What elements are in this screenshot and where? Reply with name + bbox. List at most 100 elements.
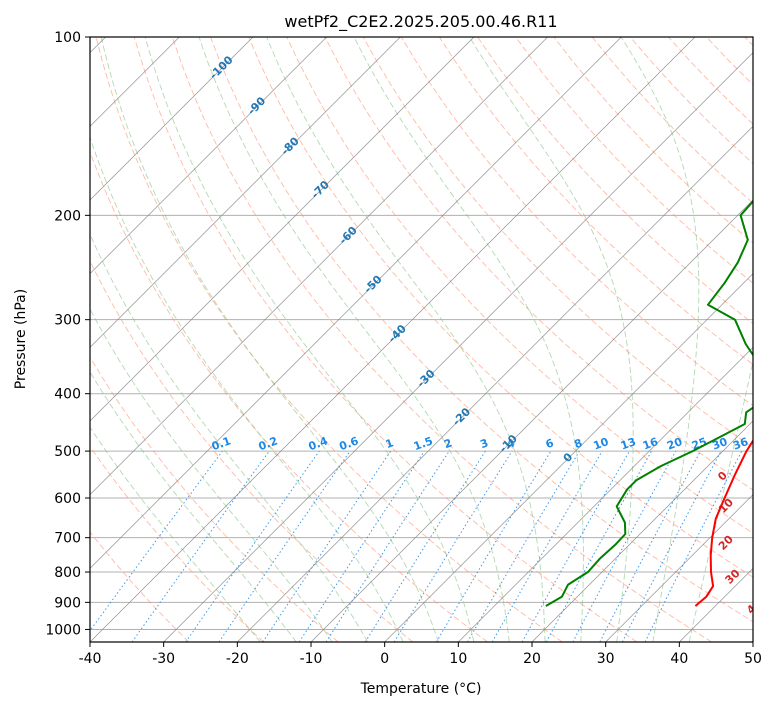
mixing-ratio-label: 25 [690,435,709,452]
mixing-ratio-label: 3 [478,436,490,451]
mixing-ratio-line [393,450,513,642]
y-tick-label: 100 [54,30,81,46]
mixing-ratio-line [298,450,425,642]
mixing-ratio-label: 10 [592,435,611,453]
dry-adiabat [400,37,753,407]
x-tick-label: 30 [597,651,615,667]
y-tick-label: 600 [54,491,81,507]
isotherm-line [90,37,254,201]
y-tick-label: 400 [54,387,81,403]
mixing-ratio-label: 36 [731,435,750,453]
chart-title: wetPf2_C2E2.2025.205.00.46.R11 [284,12,557,32]
x-axis-label: Temperature (°C) [360,681,482,697]
mixing-ratio-label: 0.4 [307,434,330,453]
dry-adiabat [90,531,190,642]
mixing-ratio-line [644,450,743,642]
moist-adiabat [266,37,546,642]
moist-adiabat [90,233,369,642]
dry-adiabat [95,37,563,642]
y-tick-label: 500 [54,444,81,460]
y-tick-label: 300 [54,313,81,329]
mixing-ratio-label: 1.5 [412,434,435,453]
x-tick-label: -20 [226,651,249,667]
dry-adiabat [171,37,712,642]
y-tick-label: 1000 [45,622,81,638]
moist-adiabats [90,37,753,642]
mixing-ratio-line [90,450,223,632]
mixing-ratio-label: 20 [665,435,684,453]
x-tick-label: -40 [79,651,102,667]
y-tick-label: 200 [54,208,81,224]
temperature-profile-line [694,438,753,607]
x-axis-ticks: -40 -30 -20 -10 0 10 20 30 40 50 [79,642,762,667]
dewpoint-profile-line [545,199,753,607]
moist-adiabat [90,426,261,642]
dry-adiabat [248,37,753,578]
mixing-ratio-label: 16 [641,435,660,453]
y-axis-ticks: 100 200 300 400 500 600 700 800 900 1000 [45,30,90,638]
dry-adiabat [210,37,753,623]
mixing-ratio-label: 1 [384,436,396,451]
mixing-ratio-label: 4 [505,436,517,451]
isotherm-line [458,346,753,642]
mixing-ratio-line [545,450,653,642]
mixing-ratio-label: 2 [442,436,454,451]
isotherm-line [90,37,475,422]
mixing-ratio-label: 6 [544,436,556,451]
mixing-ratio-label: 13 [619,435,638,452]
dry-adiabat [439,37,753,365]
moist-adiabat [100,37,439,642]
isotherm-line [237,125,753,642]
mixing-ratio-label: 0.2 [257,434,280,453]
moist-adiabat [353,37,584,642]
isotherms [90,37,753,642]
x-tick-label: 20 [523,651,541,667]
isotherm-line [90,37,548,496]
plot-area [90,37,753,642]
isotherm-line [90,37,622,569]
x-tick-label: 0 [380,651,389,667]
mixing-ratio-lines [90,450,743,642]
y-tick-label: 900 [54,595,81,611]
moist-adiabat [688,359,753,642]
mixing-ratio-label: 8 [572,436,584,451]
x-tick-label: -10 [300,651,323,667]
moist-adiabat [198,37,510,642]
y-tick-label: 700 [54,531,81,547]
mixing-ratio-line [325,450,450,642]
isotherm-line [384,273,753,642]
dry-adiabat [90,356,339,642]
mixing-ratio-line [572,450,677,642]
isotherm-line [90,37,401,348]
plot-frame [89,36,754,643]
x-tick-label: 50 [744,651,762,667]
moist-adiabat [90,135,404,642]
y-tick-label: 800 [54,565,81,581]
isotherm-line [163,52,753,642]
x-tick-label: 40 [670,651,688,667]
isotherm-line [90,37,696,642]
mixing-ratio-label: 0.1 [210,434,233,453]
mixing-ratio-line [131,450,270,642]
isotherm-line [90,37,327,275]
dry-adiabats [90,37,753,642]
mixing-ratio-label: 0.6 [338,434,361,453]
dry-adiabat [90,445,264,642]
y-axis-label: Pressure (hPa) [13,289,29,389]
temperature-label: 40 [744,596,764,616]
data-series [545,199,753,607]
moist-adiabat [144,37,475,642]
mixing-ratio-line [521,450,630,642]
mixing-ratio-line [262,450,392,642]
x-tick-label: -30 [152,651,175,667]
dry-adiabat [90,150,488,642]
x-tick-label: 10 [449,651,467,667]
isotherm-line [531,420,753,642]
dry-adiabat [515,37,753,284]
mixing-ratio-line [185,450,320,642]
mixing-ratio-line [218,450,351,642]
moist-adiabat [620,37,700,642]
isotherm-line [310,199,753,642]
